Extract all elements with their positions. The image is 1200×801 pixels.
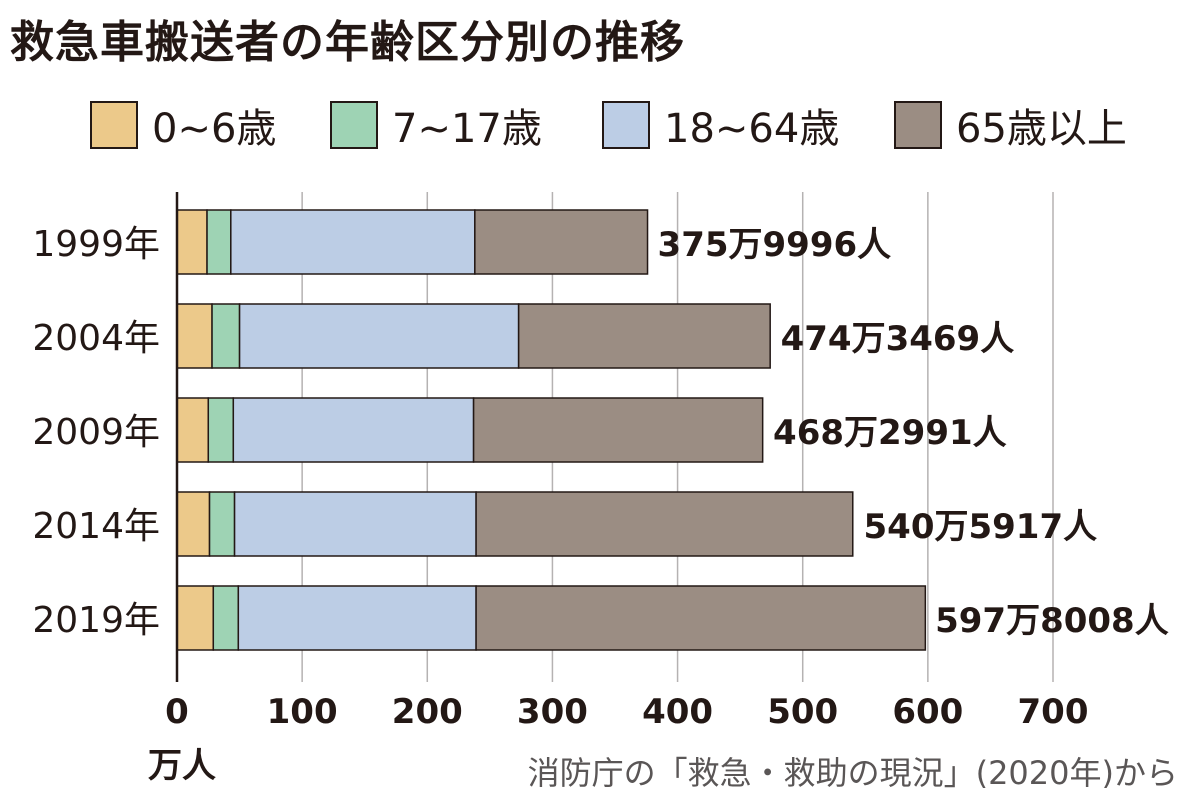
legend-label-0-6: 0~6歳: [152, 106, 277, 152]
x-tick-label-200: 200: [392, 692, 463, 732]
x-tick-label-0: 0: [165, 692, 189, 732]
legend: 0~6歳 7~17歳 18~64歳 65歳以上: [90, 100, 1190, 152]
source-note: 消防庁の「救急・救助の現況」(2020年)から: [527, 754, 1178, 792]
legend-item-65-plus: 65歳以上: [894, 100, 1127, 152]
bar-segment-2019年-0~6歳: [176, 585, 215, 651]
bar-segment-2009年-7~17歳: [207, 397, 235, 463]
total-label-2014年: 540万5917人: [864, 507, 1098, 547]
legend-item-18-64: 18~64歳: [602, 100, 839, 152]
legend-label-65-plus: 65歳以上: [956, 106, 1127, 152]
bar-segment-2014年-18~64歳: [233, 491, 477, 557]
bar-segment-2009年-18~64歳: [232, 397, 475, 463]
category-label-2004年: 2004年: [32, 318, 160, 359]
bar-segment-1999年-65歳以上: [474, 209, 649, 275]
category-label-2009年: 2009年: [32, 412, 160, 453]
bar-segment-1999年-7~17歳: [206, 209, 232, 275]
chart-title: 救急車搬送者の年齢区分別の推移: [10, 17, 685, 68]
bar-segment-2014年-0~6歳: [176, 491, 211, 557]
x-tick-label-300: 300: [517, 692, 588, 732]
legend-swatch-7-17: [330, 101, 378, 149]
bar-segment-2014年-7~17歳: [208, 491, 236, 557]
bar-segment-1999年-18~64歳: [230, 209, 476, 275]
total-label-2009年: 468万2991人: [773, 413, 1007, 453]
legend-label-18-64: 18~64歳: [664, 106, 840, 152]
bar-segment-2004年-65歳以上: [517, 303, 771, 369]
legend-swatch-18-64: [602, 101, 650, 149]
legend-label-7-17: 7~17歳: [392, 106, 542, 152]
legend-swatch-65-plus: [894, 101, 942, 149]
total-label-2019年: 597万8008人: [935, 601, 1169, 641]
total-label-1999年: 375万9996人: [658, 225, 892, 265]
x-tick-label-600: 600: [892, 692, 963, 732]
bar-segment-2019年-18~64歳: [237, 585, 477, 651]
bar-segment-2004年-18~64歳: [238, 303, 520, 369]
bar-segment-1999年-0~6歳: [176, 209, 208, 275]
bar-segment-2019年-7~17歳: [212, 585, 240, 651]
category-label-2014年: 2014年: [32, 506, 160, 547]
bar-segment-2009年-65歳以上: [472, 397, 764, 463]
bar-segment-2019年-65歳以上: [475, 585, 927, 651]
x-tick-label-100: 100: [267, 692, 338, 732]
legend-item-7-17: 7~17歳: [330, 100, 542, 152]
bar-segment-2009年-0~6歳: [176, 397, 210, 463]
x-axis-unit-label: 万人: [148, 746, 216, 786]
legend-swatch-0-6: [90, 101, 138, 149]
bar-segment-2014年-65歳以上: [475, 491, 854, 557]
category-label-2019年: 2019年: [32, 600, 160, 641]
bar-segment-2004年-7~17歳: [211, 303, 241, 369]
x-tick-label-400: 400: [642, 692, 713, 732]
total-label-2004年: 474万3469人: [781, 319, 1015, 359]
x-tick-label-500: 500: [767, 692, 838, 732]
category-label-1999年: 1999年: [32, 224, 160, 265]
bar-segment-2004年-0~6歳: [176, 303, 213, 369]
x-tick-label-700: 700: [1018, 692, 1089, 732]
legend-item-0-6: 0~6歳: [90, 100, 276, 152]
